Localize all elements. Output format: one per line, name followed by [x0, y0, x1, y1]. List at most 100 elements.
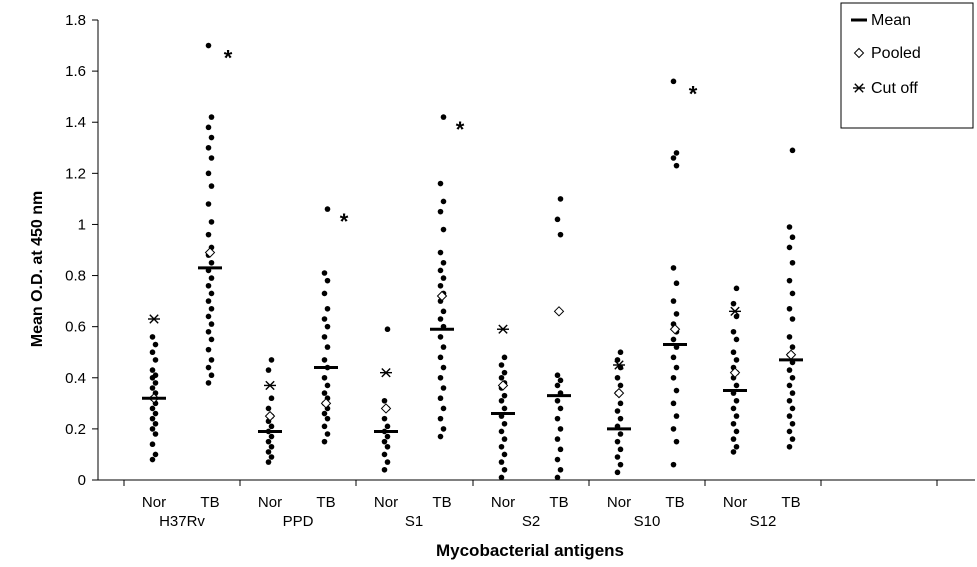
x-group-label: S12 [750, 513, 777, 530]
y-tick-label: 1.2 [65, 165, 86, 182]
data-point [501, 436, 508, 442]
data-point [268, 443, 275, 450]
data-point [321, 374, 328, 381]
data-point [208, 290, 215, 297]
data-point [557, 377, 564, 384]
x-tick-label: TB [781, 494, 800, 511]
data-point [437, 415, 444, 422]
data-point [437, 282, 444, 289]
data-point [673, 280, 680, 287]
data-point [789, 316, 796, 322]
y-tick-label: 1.4 [65, 114, 86, 131]
data-point [670, 354, 677, 361]
data-point [208, 219, 215, 225]
data-point [381, 397, 388, 404]
data-point [208, 305, 215, 312]
data-point [205, 42, 212, 49]
data-point [265, 367, 272, 373]
data-point [321, 334, 328, 340]
cutoff-marker [264, 380, 276, 391]
data-point [324, 305, 331, 312]
data-point [208, 134, 215, 141]
data-point [670, 426, 677, 432]
data-point [617, 461, 624, 468]
data-point [152, 410, 159, 417]
data-point [789, 374, 796, 381]
data-point [733, 336, 740, 343]
data-point [673, 150, 680, 156]
data-point [205, 231, 212, 238]
data-point [152, 431, 159, 437]
data-point [205, 282, 212, 289]
data-point [673, 364, 680, 371]
data-point [498, 397, 505, 404]
data-point [440, 364, 447, 371]
data-point [208, 114, 215, 120]
data-point [265, 459, 272, 465]
pooled-marker [320, 398, 332, 409]
data-point [437, 374, 444, 381]
x-tick-label: Nor [607, 494, 631, 511]
data-point [324, 206, 331, 212]
pooled-marker [436, 290, 448, 302]
data-point [730, 349, 737, 356]
data-point [152, 341, 159, 348]
data-point [557, 446, 564, 453]
data-point [208, 336, 215, 343]
cutoff-marker [497, 324, 509, 334]
data-point [205, 364, 212, 371]
data-point [437, 316, 444, 322]
data-point [265, 449, 272, 455]
data-point [321, 410, 328, 417]
data-point [786, 305, 793, 312]
data-point [670, 155, 677, 161]
data-point [789, 405, 796, 412]
data-point [733, 428, 740, 435]
y-tick-label: 1.8 [65, 12, 86, 29]
data-point [554, 397, 561, 404]
data-point [789, 234, 796, 241]
data-point [149, 349, 156, 356]
data-point [617, 349, 624, 356]
data-point [557, 426, 564, 432]
data-point [670, 336, 677, 343]
data-point [670, 298, 677, 304]
data-point [149, 405, 156, 412]
legend-box [840, 2, 974, 129]
data-point [208, 357, 215, 363]
data-point [440, 114, 447, 120]
data-point [730, 436, 737, 442]
data-point [384, 459, 391, 465]
data-point [786, 334, 793, 340]
data-point [208, 155, 215, 161]
data-point [614, 454, 621, 460]
data-point [554, 436, 561, 442]
data-point [670, 400, 677, 407]
y-tick-label: 0.8 [65, 268, 86, 285]
data-point [324, 431, 331, 437]
legend-label: Cut off [871, 80, 918, 97]
data-point [384, 326, 391, 333]
pooled-marker [785, 349, 797, 360]
pooled-marker [553, 306, 565, 317]
x-group-label: S2 [522, 513, 540, 530]
data-point [149, 415, 156, 422]
data-point [617, 431, 624, 437]
data-point [786, 244, 793, 251]
y-tick-label: 0 [78, 472, 86, 489]
data-point [437, 433, 444, 440]
data-point [730, 300, 737, 307]
data-point [149, 441, 156, 448]
data-point [789, 259, 796, 266]
data-point [501, 451, 508, 458]
data-point [265, 438, 272, 445]
data-point [730, 328, 737, 335]
data-point [501, 466, 508, 473]
pooled-marker [729, 367, 741, 378]
data-point [733, 413, 740, 419]
data-point [205, 298, 212, 304]
data-point [208, 259, 215, 266]
data-point [205, 328, 212, 335]
data-point [733, 443, 740, 450]
data-point [268, 423, 275, 430]
